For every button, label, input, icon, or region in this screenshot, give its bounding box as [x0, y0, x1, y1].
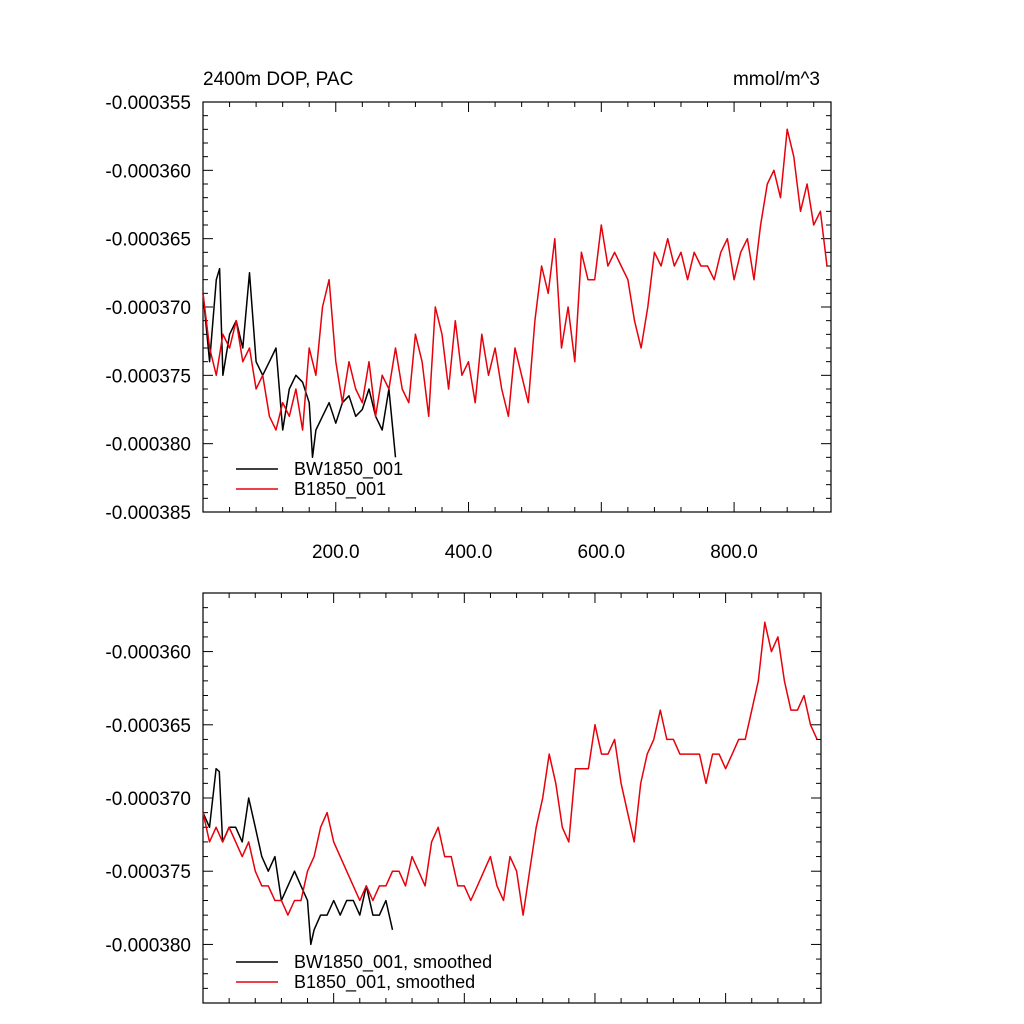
plot-frame: [202, 592, 822, 1004]
y-tick-label: -0.000365: [105, 716, 191, 737]
panel-title-right: mmol/m^3: [733, 69, 820, 90]
legend-label: B1850_001: [294, 479, 386, 500]
series-line-bw1850: [202, 267, 397, 459]
series-line-b1850: [202, 621, 818, 916]
y-tick-label: -0.000380: [105, 935, 191, 956]
x-tick-label: 800.0: [710, 542, 758, 563]
y-tick-label: -0.000375: [105, 862, 191, 883]
x-tick-label: 600.0: [578, 542, 626, 563]
panel-title-left: 2400m DOP, PAC: [203, 69, 353, 90]
x-tick-label: 200.0: [312, 542, 360, 563]
y-tick-label: -0.000365: [105, 230, 191, 251]
series-line-bw1850: [202, 767, 394, 946]
legend-label: B1850_001, smoothed: [294, 972, 475, 993]
y-tick-label: -0.000360: [105, 643, 191, 664]
top-panel: 2400m DOP, PAC mmol/m^3 -0.000355 -0.0003…: [105, 69, 832, 563]
y-tick-label: -0.000385: [105, 503, 191, 524]
legend-label: BW1850_001: [294, 459, 403, 480]
y-tick-label: -0.000355: [105, 93, 191, 114]
plot-frame: [202, 101, 832, 513]
x-tick-label: 400.0: [445, 542, 493, 563]
y-tick-label: -0.000370: [105, 789, 191, 810]
series-line-b1850: [202, 128, 828, 431]
y-tick-label: -0.000370: [105, 298, 191, 319]
y-tick-label: -0.000375: [105, 366, 191, 387]
y-tick-label: -0.000380: [105, 435, 191, 456]
legend-label: BW1850_001, smoothed: [294, 952, 492, 973]
y-tick-label: -0.000360: [105, 161, 191, 182]
bottom-panel: -0.000360 -0.000365 -0.000370 -0.000375 -0.0…: [105, 592, 822, 1004]
